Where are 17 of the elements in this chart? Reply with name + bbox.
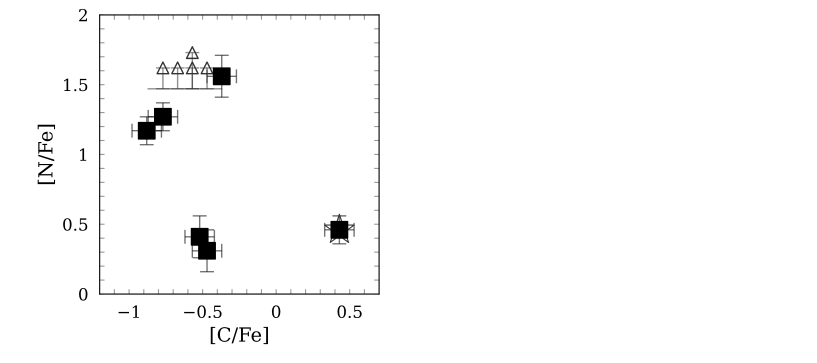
y-axis-title: [N/Fe] [38,124,56,184]
x-tick-label: −1 [118,305,140,318]
y-tick-label: 0.5 [63,218,88,231]
point [212,67,231,86]
y-tick-label: 1.5 [64,78,88,92]
y-tick-label: 2 [79,8,87,22]
x-tick-label: 0.5 [338,305,362,318]
x-tick-label: −0.5 [184,305,222,318]
x-tick-label: 0 [272,305,280,318]
point [198,242,216,260]
point [324,214,355,243]
x-axis-title: [C/Fe] [210,326,268,344]
point [138,122,156,140]
y-tick-label: 1 [80,148,86,161]
point [186,46,199,60]
point [154,108,172,126]
y-tick-label: 0 [79,288,88,301]
